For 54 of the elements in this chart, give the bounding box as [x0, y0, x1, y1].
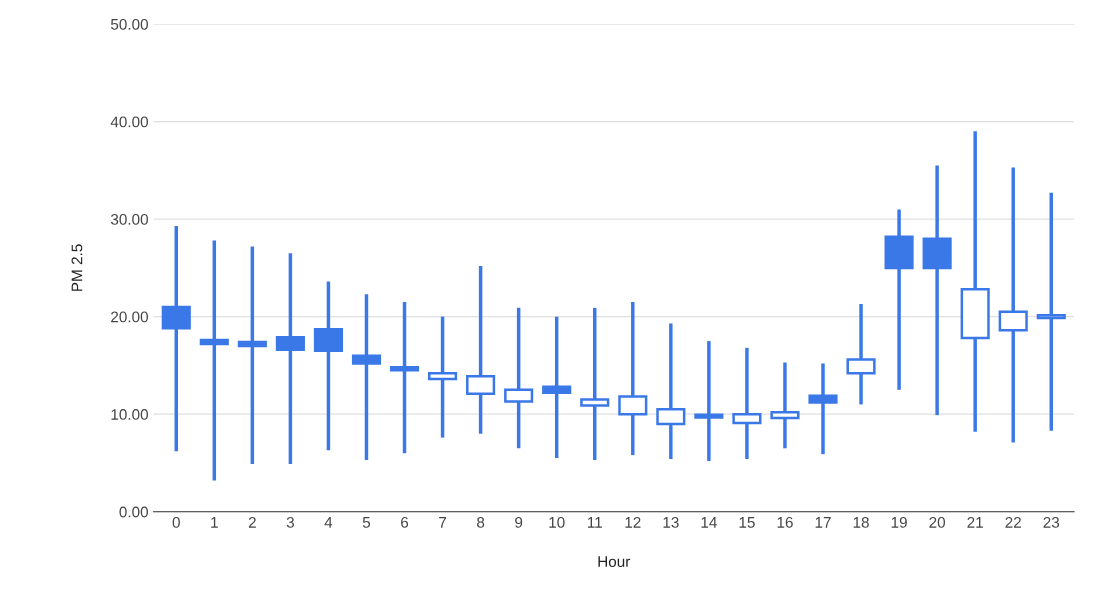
y-axis-title: PM 2.5 — [71, 244, 83, 291]
y-tick-label: 20.00 — [111, 311, 148, 323]
x-tick-label: 15 — [739, 517, 755, 528]
x-tick-label: 19 — [891, 516, 907, 528]
candlestick — [1036, 192, 1066, 431]
candlestick — [580, 306, 610, 461]
candlestick — [732, 347, 762, 461]
x-tick-label: 22 — [1005, 516, 1021, 528]
candlestick — [466, 265, 496, 434]
x-tick-label: 17 — [815, 517, 831, 528]
candlestick — [161, 225, 191, 452]
x-tick-label: 16 — [777, 516, 793, 528]
candlestick — [922, 165, 952, 416]
x-tick-label: 2 — [248, 516, 256, 528]
y-tick-label: 40.00 — [110, 116, 148, 128]
x-tick-label: 5 — [362, 517, 371, 528]
x-tick-label: 9 — [515, 516, 523, 528]
x-tick-label: 4 — [324, 517, 333, 528]
candlestick — [770, 362, 800, 449]
candlestick — [389, 302, 420, 454]
x-axis-title: Hour — [598, 556, 631, 568]
candlestick — [694, 341, 724, 461]
candlestick — [237, 246, 267, 464]
x-tick-label: 6 — [401, 516, 409, 528]
y-tick-label: 30.00 — [110, 214, 148, 225]
candlestick — [428, 316, 458, 438]
candlestick — [656, 323, 686, 461]
x-tick-label: 12 — [625, 516, 641, 528]
candlestick — [846, 303, 876, 405]
x-tick-label: 13 — [663, 516, 679, 528]
x-tick-label: 23 — [1043, 516, 1060, 528]
x-tick-label: 14 — [701, 517, 717, 528]
candlestick — [808, 363, 838, 455]
y-tick-label: 0.00 — [119, 506, 148, 518]
candlestick — [504, 306, 534, 449]
x-tick-label: 0 — [172, 516, 180, 528]
y-tick-label: 50.00 — [110, 18, 148, 30]
candlestick — [351, 294, 382, 461]
y-tick-label: 10.00 — [111, 409, 148, 420]
candlestick — [275, 253, 305, 464]
x-tick-label: 21 — [967, 516, 983, 528]
x-tick-label: 1 — [211, 517, 218, 528]
candlestick — [542, 316, 572, 459]
x-tick-label: 8 — [477, 516, 485, 528]
x-tick-label: 18 — [853, 516, 869, 528]
x-tick-label: 7 — [439, 517, 447, 528]
candlestick — [998, 167, 1028, 443]
x-tick-label: 20 — [929, 516, 946, 528]
x-tick-label: 11 — [587, 517, 602, 528]
x-tick-label: 3 — [286, 516, 294, 528]
candlestick — [313, 281, 343, 451]
candlestick — [199, 240, 229, 481]
x-tick-label: 10 — [549, 516, 565, 528]
candlestick — [618, 302, 648, 456]
